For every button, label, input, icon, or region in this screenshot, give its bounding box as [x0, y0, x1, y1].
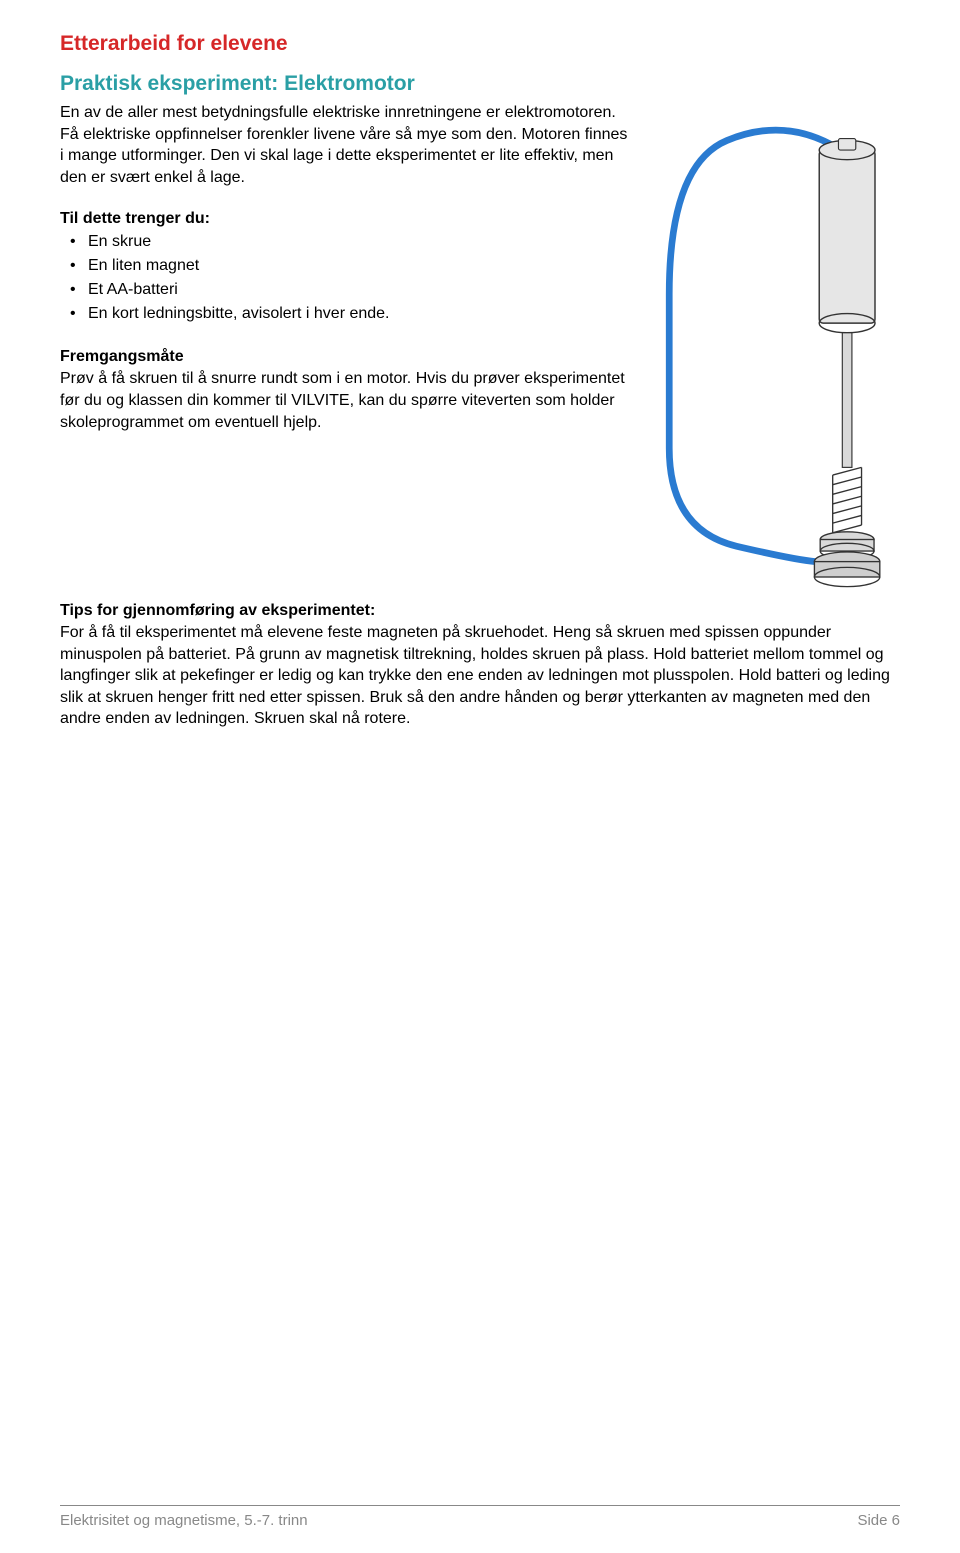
procedure-text: Prøv å få skruen til å snurre rundt som … [60, 368, 630, 433]
list-item: En liten magnet [88, 254, 630, 278]
page-footer: Elektrisitet og magnetisme, 5.-7. trinn … [60, 1505, 900, 1529]
experiment-diagram [650, 102, 900, 602]
procedure-label: Fremgangsmåte [60, 348, 630, 366]
page-title-teal: Praktisk eksperiment: Elektromotor [60, 72, 900, 96]
materials-list: En skrue En liten magnet Et AA-batteri E… [60, 230, 630, 326]
footer-left: Elektrisitet og magnetisme, 5.-7. trinn [60, 1512, 308, 1529]
tips-text: For å få til eksperimentet må elevene fe… [60, 622, 900, 730]
footer-right: Side 6 [857, 1512, 900, 1529]
intro-paragraph: En av de aller mest betydningsfulle elek… [60, 102, 630, 188]
list-item: Et AA-batteri [88, 278, 630, 302]
list-item: En skrue [88, 230, 630, 254]
tips-label: Tips for gjennomføring av eksperimentet: [60, 602, 900, 620]
page-title-red: Etterarbeid for elevene [60, 32, 900, 56]
list-item: En kort ledningsbitte, avisolert i hver … [88, 302, 630, 326]
materials-label: Til dette trenger du: [60, 210, 630, 228]
